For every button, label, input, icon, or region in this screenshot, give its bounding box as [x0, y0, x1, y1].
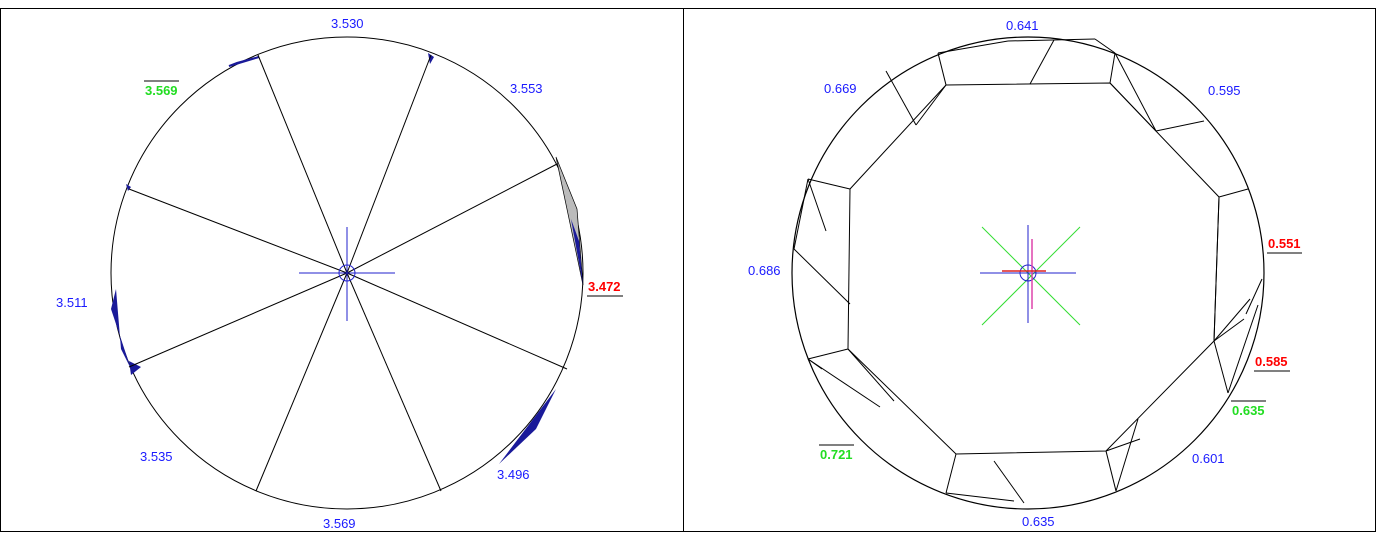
right-outer-circle — [791, 36, 1265, 510]
left-rim-blue-lowerright — [499, 389, 556, 464]
left-label-left: 3.511 — [56, 295, 88, 310]
left-label-upper-left: 3.569 — [145, 83, 178, 98]
right-crosshair-blue — [980, 225, 1076, 323]
right-label-right-upper: 0.551 — [1268, 236, 1301, 251]
left-label-lower-left: 3.535 — [140, 449, 173, 464]
left-label-bottom: 3.569 — [323, 516, 356, 531]
left-rim-blue-top — [428, 53, 434, 64]
left-rim-blue-dot — [126, 184, 131, 191]
right-facet-lines — [793, 38, 1263, 504]
right-label-upper-left: 0.669 — [824, 81, 857, 96]
left-rim-shade-right — [555, 156, 584, 286]
right-label-right-green: 0.635 — [1232, 403, 1265, 418]
right-label-right-lower: 0.585 — [1255, 354, 1288, 369]
left-outer-circle — [110, 36, 584, 510]
left-rim-blue-left — [111, 289, 131, 369]
left-rim-blue-topleft — [228, 56, 260, 67]
left-label-top: 3.530 — [331, 16, 364, 31]
top-strip — [0, 0, 1377, 10]
left-radial-lines — [128, 54, 568, 492]
right-panel: 0.641 0.669 0.595 0.551 0.686 0.585 0.63… — [683, 8, 1376, 532]
left-label-upper-right: 3.553 — [510, 81, 543, 96]
left-rim-blue-right — [571, 219, 583, 285]
left-label-lower-right: 3.496 — [497, 467, 530, 482]
right-label-left: 0.686 — [748, 263, 781, 278]
left-crosshair — [299, 227, 395, 321]
right-crosshair-green — [981, 226, 1081, 326]
right-label-bottom: 0.635 — [1022, 514, 1055, 529]
right-label-lower-left: 0.721 — [820, 447, 853, 462]
right-table-octagon — [847, 82, 1220, 455]
left-rim-blue-leftlow — [129, 361, 141, 375]
right-label-top: 0.641 — [1006, 18, 1039, 33]
right-label-upper-right: 0.595 — [1208, 83, 1241, 98]
left-diagram: 3.530 3.553 3.569 3.472 3.511 3.535 3.49… — [56, 16, 623, 531]
left-panel: 3.530 3.553 3.569 3.472 3.511 3.535 3.49… — [0, 8, 684, 532]
right-diagram: 0.641 0.669 0.595 0.551 0.686 0.585 0.63… — [748, 18, 1302, 529]
right-label-lower-right: 0.601 — [1192, 451, 1225, 466]
left-label-right: 3.472 — [588, 279, 621, 294]
